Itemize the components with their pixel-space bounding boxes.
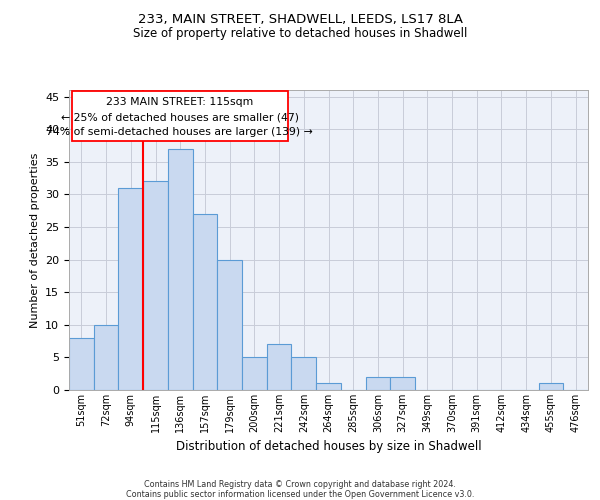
- Bar: [168, 148, 193, 390]
- Bar: [365, 377, 390, 390]
- Bar: [242, 358, 267, 390]
- Y-axis label: Number of detached properties: Number of detached properties: [29, 152, 40, 328]
- Text: 233 MAIN STREET: 115sqm: 233 MAIN STREET: 115sqm: [106, 96, 253, 106]
- Text: Contains public sector information licensed under the Open Government Licence v3: Contains public sector information licen…: [126, 490, 474, 499]
- Bar: [94, 325, 118, 390]
- Bar: [217, 260, 242, 390]
- X-axis label: Distribution of detached houses by size in Shadwell: Distribution of detached houses by size …: [176, 440, 481, 454]
- Text: Size of property relative to detached houses in Shadwell: Size of property relative to detached ho…: [133, 28, 467, 40]
- Bar: [143, 182, 168, 390]
- Bar: [193, 214, 217, 390]
- Bar: [72, 92, 288, 141]
- Bar: [316, 384, 341, 390]
- Bar: [69, 338, 94, 390]
- Bar: [539, 384, 563, 390]
- Text: ← 25% of detached houses are smaller (47): ← 25% of detached houses are smaller (47…: [61, 112, 299, 122]
- Text: Contains HM Land Registry data © Crown copyright and database right 2024.: Contains HM Land Registry data © Crown c…: [144, 480, 456, 489]
- Text: 233, MAIN STREET, SHADWELL, LEEDS, LS17 8LA: 233, MAIN STREET, SHADWELL, LEEDS, LS17 …: [137, 12, 463, 26]
- Bar: [390, 377, 415, 390]
- Text: 74% of semi-detached houses are larger (139) →: 74% of semi-detached houses are larger (…: [46, 128, 313, 138]
- Bar: [267, 344, 292, 390]
- Bar: [292, 358, 316, 390]
- Bar: [118, 188, 143, 390]
